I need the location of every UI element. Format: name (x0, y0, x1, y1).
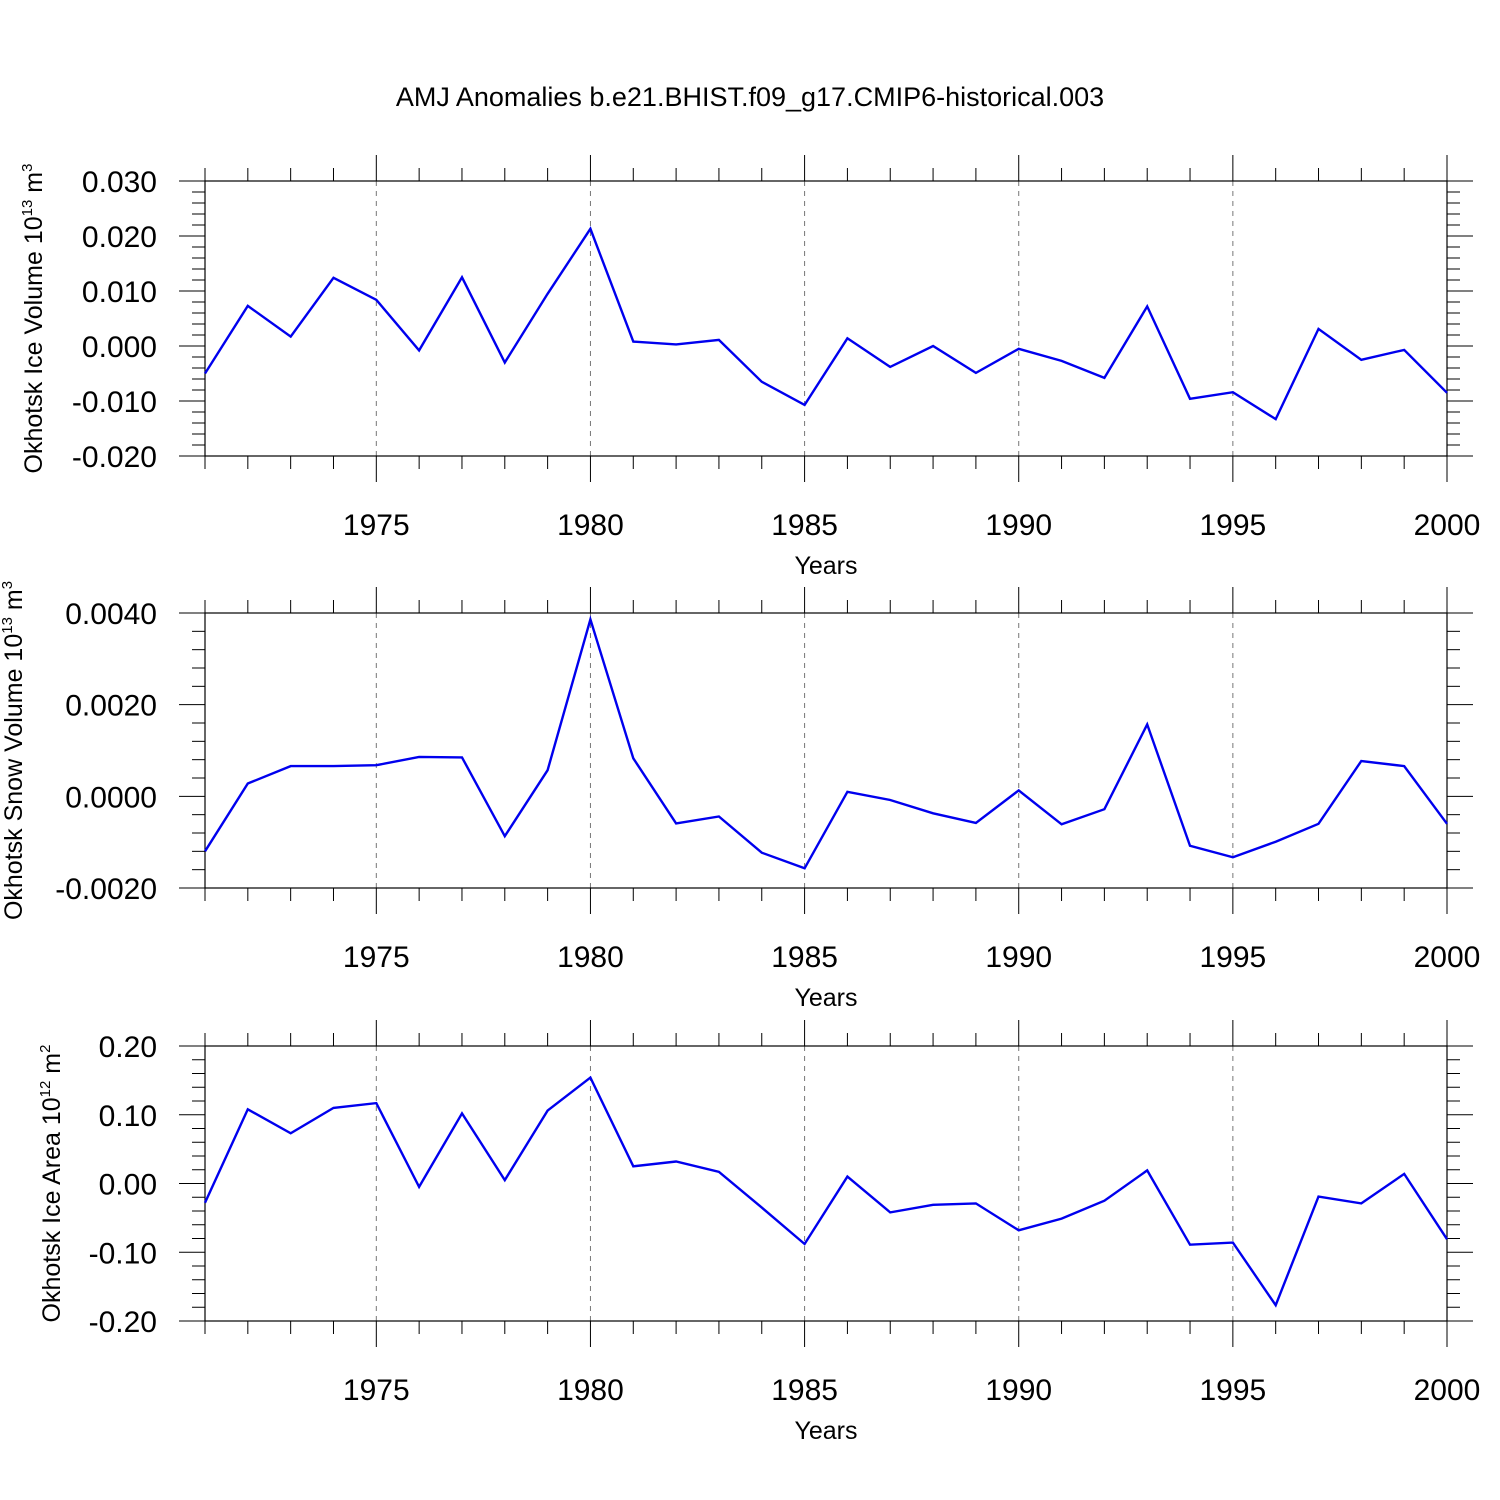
y-tick-label: 0.10 (99, 1100, 157, 1133)
x-tick-label-2000: 2000 (1414, 509, 1481, 542)
x-tick-label-1975: 1975 (343, 509, 410, 542)
chart-panel-1: 1975 1980 1985 1990 1995 2000 -0.020 -0.010 0.00… (19, 155, 1480, 580)
plot-frame (204, 612, 1448, 889)
y-tick-label: 0.010 (82, 276, 157, 309)
y-axis-label: Okhotsk Ice Volume 1013 m3 (19, 164, 48, 474)
plot-frame (204, 1045, 1448, 1322)
y-tick-label: -0.020 (72, 441, 157, 474)
y-tick-label: -0.10 (89, 1237, 157, 1270)
x-tick-label-1975: 1975 (343, 1374, 410, 1407)
x-axis-label: Years (794, 984, 857, 1012)
y-tick-label: -0.20 (89, 1306, 157, 1339)
x-tick-label-1985: 1985 (771, 1374, 838, 1407)
series-line-1 (203, 1075, 1449, 1308)
x-tick-label-1990: 1990 (985, 941, 1052, 974)
y-tick-label: 0.020 (82, 221, 157, 254)
x-axis-label: Years (794, 1417, 857, 1445)
y-tick-label: 0.000 (82, 331, 157, 364)
y-tick-label: 0.030 (82, 166, 157, 199)
x-axis-label: Years (794, 552, 857, 580)
x-tick-label-1985: 1985 (771, 509, 838, 542)
series-line-1 (203, 615, 1448, 870)
plot-frame (204, 180, 1448, 457)
x-tick-label-1990: 1990 (985, 1374, 1052, 1407)
y-tick-label: -0.0020 (55, 873, 157, 906)
x-tick-label-1995: 1995 (1199, 941, 1266, 974)
y-tick-label: 0.00 (99, 1169, 157, 1202)
y-tick-label: 0.0040 (65, 598, 157, 631)
chart-panel-3: 1975 1980 1985 1990 1995 2000 -0.20 -0.10 0.00 0.… (37, 1020, 1480, 1445)
series-line-1 (203, 226, 1448, 421)
y-axis-label: Okhotsk Ice Area 1012 m2 (37, 1045, 66, 1323)
x-tick-label-1975: 1975 (343, 941, 410, 974)
x-tick-label-1995: 1995 (1199, 1374, 1266, 1407)
figure-title: AMJ Anomalies b.e21.BHIST.f09_g17.CMIP6-… (396, 82, 1104, 112)
x-tick-label-1980: 1980 (557, 1374, 624, 1407)
x-tick-label-2000: 2000 (1414, 1374, 1481, 1407)
x-tick-label-1985: 1985 (771, 941, 838, 974)
y-tick-label: 0.0000 (65, 781, 157, 814)
y-tick-label: 0.0020 (65, 690, 157, 723)
panels: 1975 1980 1985 1990 1995 2000 -0.020 -0.010 0.00… (0, 155, 1480, 1445)
y-tick-label: -0.010 (72, 386, 157, 419)
y-axis-label: Okhotsk Snow Volume 1013 m3 (0, 581, 28, 920)
x-tick-label-1980: 1980 (557, 941, 624, 974)
x-tick-label-1980: 1980 (557, 509, 624, 542)
x-tick-label-2000: 2000 (1414, 941, 1481, 974)
x-tick-label-1990: 1990 (985, 509, 1052, 542)
x-tick-label-1995: 1995 (1199, 509, 1266, 542)
chart-panel-2: 1975 1980 1985 1990 1995 2000 -0.0020 0.0000 0.0… (0, 581, 1480, 1012)
y-tick-label: 0.20 (99, 1031, 157, 1064)
